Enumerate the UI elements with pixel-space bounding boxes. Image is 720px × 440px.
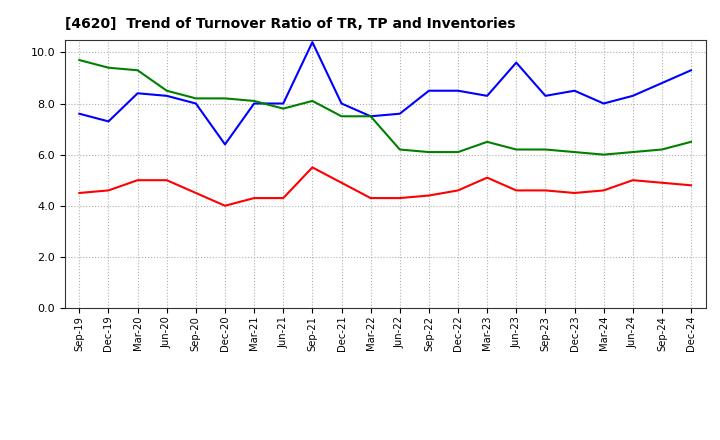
Text: [4620]  Trend of Turnover Ratio of TR, TP and Inventories: [4620] Trend of Turnover Ratio of TR, TP… — [65, 18, 516, 32]
Trade Receivables — [629, 178, 637, 183]
Inventories — [657, 147, 666, 152]
Trade Payables — [512, 60, 521, 65]
Inventories — [483, 139, 492, 144]
Inventories — [250, 98, 258, 103]
Trade Payables — [425, 88, 433, 93]
Trade Receivables — [163, 178, 171, 183]
Trade Payables — [163, 93, 171, 99]
Trade Payables — [395, 111, 404, 116]
Trade Payables — [133, 91, 142, 96]
Trade Payables — [541, 93, 550, 99]
Trade Receivables — [192, 191, 200, 196]
Trade Receivables — [454, 188, 462, 193]
Trade Payables — [75, 111, 84, 116]
Trade Payables — [192, 101, 200, 106]
Trade Payables — [483, 93, 492, 99]
Inventories — [337, 114, 346, 119]
Trade Payables — [250, 101, 258, 106]
Inventories — [687, 139, 696, 144]
Trade Receivables — [570, 191, 579, 196]
Trade Receivables — [279, 195, 287, 201]
Inventories — [104, 65, 113, 70]
Inventories — [395, 147, 404, 152]
Inventories — [454, 150, 462, 155]
Trade Payables — [629, 93, 637, 99]
Inventories — [541, 147, 550, 152]
Trade Payables — [337, 101, 346, 106]
Trade Receivables — [425, 193, 433, 198]
Trade Receivables — [133, 178, 142, 183]
Trade Receivables — [512, 188, 521, 193]
Inventories — [512, 147, 521, 152]
Trade Receivables — [541, 188, 550, 193]
Trade Receivables — [220, 203, 229, 209]
Inventories — [163, 88, 171, 93]
Trade Receivables — [75, 191, 84, 196]
Inventories — [629, 150, 637, 155]
Trade Receivables — [657, 180, 666, 185]
Inventories — [279, 106, 287, 111]
Trade Receivables — [337, 180, 346, 185]
Trade Receivables — [366, 195, 375, 201]
Trade Receivables — [104, 188, 113, 193]
Inventories — [75, 57, 84, 62]
Trade Payables — [366, 114, 375, 119]
Trade Payables — [570, 88, 579, 93]
Trade Receivables — [308, 165, 317, 170]
Trade Receivables — [483, 175, 492, 180]
Trade Payables — [220, 142, 229, 147]
Inventories — [308, 98, 317, 103]
Trade Receivables — [395, 195, 404, 201]
Line: Trade Receivables: Trade Receivables — [79, 167, 691, 206]
Trade Receivables — [687, 183, 696, 188]
Inventories — [425, 150, 433, 155]
Trade Receivables — [250, 195, 258, 201]
Inventories — [366, 114, 375, 119]
Line: Inventories: Inventories — [79, 60, 691, 154]
Inventories — [133, 68, 142, 73]
Trade Payables — [104, 119, 113, 124]
Inventories — [220, 96, 229, 101]
Inventories — [570, 150, 579, 155]
Trade Payables — [599, 101, 608, 106]
Trade Receivables — [599, 188, 608, 193]
Line: Trade Payables: Trade Payables — [79, 42, 691, 144]
Trade Payables — [308, 40, 317, 45]
Trade Payables — [279, 101, 287, 106]
Trade Payables — [657, 81, 666, 86]
Trade Payables — [687, 68, 696, 73]
Trade Payables — [454, 88, 462, 93]
Inventories — [192, 96, 200, 101]
Inventories — [599, 152, 608, 157]
